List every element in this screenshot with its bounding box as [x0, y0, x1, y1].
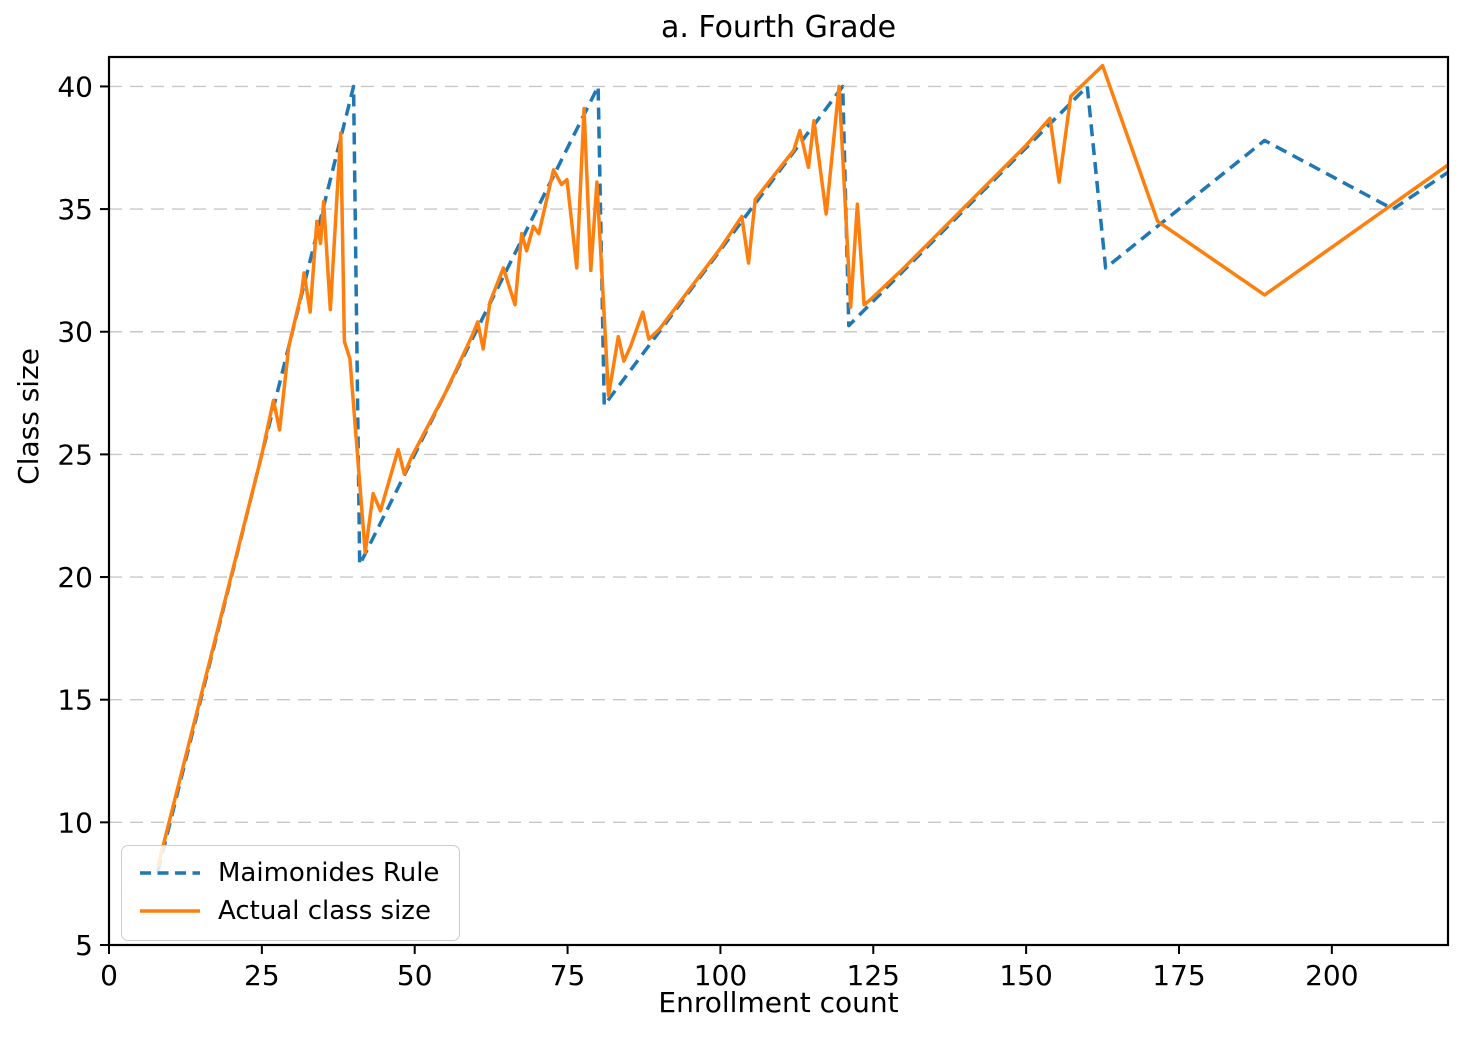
y-tick-label-25: 25 — [57, 438, 93, 471]
legend-label-actual-class-size: Actual class size — [218, 896, 431, 926]
legend-dashed-line-sample — [140, 871, 200, 875]
x-tick-label-25: 25 — [244, 959, 280, 992]
chart-title: a. Fourth Grade — [660, 10, 897, 45]
y-tick-label-35: 35 — [57, 193, 93, 226]
y-axis-label: Class size — [12, 348, 45, 485]
x-tick-label-150: 150 — [999, 959, 1052, 992]
x-axis-label: Enrollment count — [658, 986, 899, 1019]
x-tick-label-175: 175 — [1152, 959, 1205, 992]
plot-border — [107, 55, 1450, 947]
legend-solid-line-sample — [140, 909, 200, 913]
legend-item-actual-class-size: Actual class size — [138, 896, 439, 926]
x-tick-label-100: 100 — [694, 959, 747, 992]
x-tick-label-75: 75 — [550, 959, 586, 992]
y-tick-label-10: 10 — [57, 806, 93, 839]
y-tick-label-20: 20 — [57, 561, 93, 594]
series-line-maimonides-rule — [156, 84, 1449, 872]
x-tick-label-0: 0 — [100, 959, 118, 992]
y-tick-label-40: 40 — [57, 70, 93, 103]
y-tick-label-5: 5 — [75, 929, 93, 962]
y-tick-label-30: 30 — [57, 316, 93, 349]
series-line-actual-class-size — [156, 63, 1450, 867]
x-tick-label-200: 200 — [1305, 959, 1358, 992]
legend-label-maimonides-rule: Maimonides Rule — [218, 858, 440, 888]
legend: Maimonides Rule Actual class size — [121, 845, 461, 941]
x-tick-label-125: 125 — [847, 959, 900, 992]
x-tick-label-50: 50 — [397, 959, 433, 992]
legend-item-maimonides-rule: Maimonides Rule — [138, 858, 439, 888]
y-tick-label-15: 15 — [57, 684, 93, 717]
